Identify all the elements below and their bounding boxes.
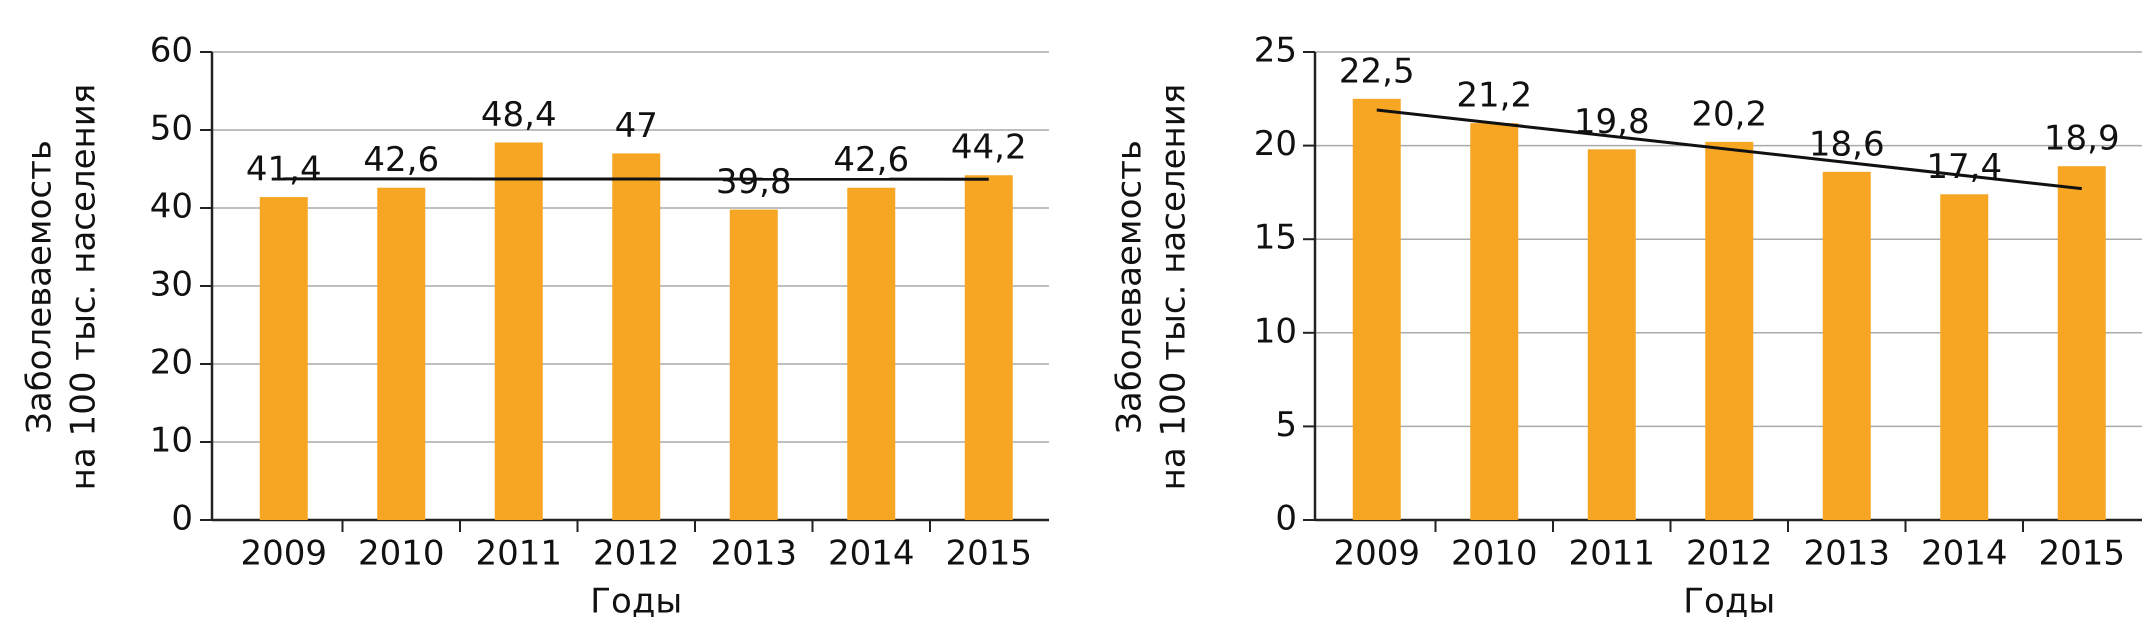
y-axis-label: Заболеваемость xyxy=(20,140,60,434)
y-tick-label: 50 xyxy=(150,109,193,149)
y-axis-label: Заболеваемость xyxy=(1110,140,1150,434)
value-label: 47 xyxy=(615,106,658,146)
x-tick-label: 2011 xyxy=(1568,534,1655,574)
bar xyxy=(612,153,661,520)
y-tick-label: 0 xyxy=(1275,499,1297,539)
value-label: 22,5 xyxy=(1339,51,1415,91)
y-tick-label: 0 xyxy=(171,499,193,539)
y-tick-label: 60 xyxy=(150,31,193,71)
y-axis-label: на 100 тыс. населения xyxy=(64,84,104,491)
trend-line xyxy=(1376,108,2082,191)
x-tick-label: 2014 xyxy=(828,534,915,574)
value-label: 42,6 xyxy=(363,140,439,180)
bar xyxy=(259,197,308,520)
x-tick-label: 2010 xyxy=(1451,534,1538,574)
y-tick-label: 15 xyxy=(1254,218,1297,258)
y-tick-label: 20 xyxy=(150,343,193,383)
bar xyxy=(1587,149,1636,520)
bar xyxy=(847,187,896,520)
bar xyxy=(964,175,1013,521)
value-label: 42,6 xyxy=(833,140,909,180)
bar xyxy=(1705,141,1754,520)
x-tick-label: 2011 xyxy=(475,534,562,574)
x-tick-label: 2009 xyxy=(240,534,327,574)
x-tick-label: 2015 xyxy=(945,534,1032,574)
value-label: 48,4 xyxy=(481,95,557,135)
value-label: 21,2 xyxy=(1456,76,1532,116)
x-tick-label: 2013 xyxy=(710,534,797,574)
y-axis-label: на 100 тыс. населения xyxy=(1154,84,1194,491)
value-label: 44,2 xyxy=(951,128,1027,168)
bar xyxy=(494,142,543,521)
x-tick-label: 2010 xyxy=(358,534,445,574)
bar xyxy=(1352,98,1401,521)
bar xyxy=(2057,166,2106,520)
x-tick-label: 2014 xyxy=(1921,534,2008,574)
x-tick-label: 2013 xyxy=(1803,534,1890,574)
bar xyxy=(377,187,426,520)
bar xyxy=(1940,194,1989,520)
value-label: 20,2 xyxy=(1691,94,1767,134)
y-tick-label: 20 xyxy=(1254,124,1297,164)
x-tick-label: 2012 xyxy=(1686,534,1773,574)
y-tick-label: 10 xyxy=(1254,311,1297,351)
bar xyxy=(729,209,778,520)
value-label: 18,6 xyxy=(1809,124,1885,164)
x-tick-label: 2009 xyxy=(1333,534,1420,574)
value-label: 18,9 xyxy=(2044,119,2120,159)
value-label: 17,4 xyxy=(1926,147,2002,187)
y-tick-label: 40 xyxy=(150,187,193,227)
value-label: 39,8 xyxy=(716,162,792,202)
x-tick-label: 2015 xyxy=(2038,534,2125,574)
bar xyxy=(1822,171,1871,521)
x-axis-label: Годы xyxy=(1683,582,1775,622)
y-tick-label: 25 xyxy=(1254,31,1297,71)
bar xyxy=(1470,123,1519,521)
y-tick-label: 5 xyxy=(1275,405,1297,445)
y-tick-label: 30 xyxy=(150,265,193,305)
x-tick-label: 2012 xyxy=(593,534,680,574)
x-axis-label: Годы xyxy=(590,582,682,622)
value-label: 41,4 xyxy=(246,150,322,190)
y-tick-label: 10 xyxy=(150,421,193,461)
